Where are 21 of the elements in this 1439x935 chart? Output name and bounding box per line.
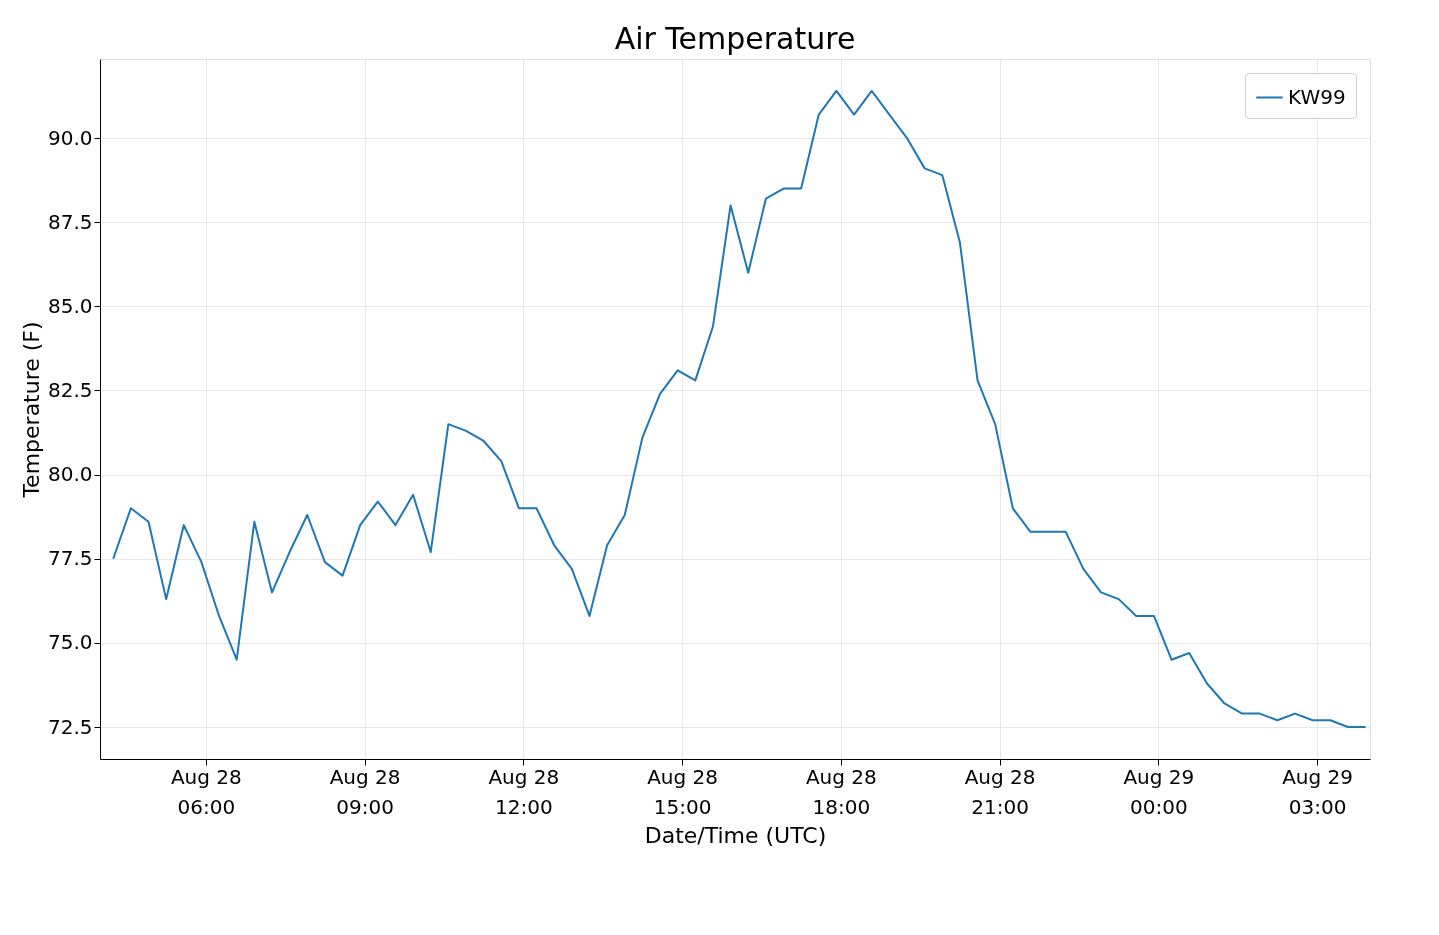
y-tick-label: 75.0 — [47, 630, 93, 655]
y-axis-title: Temperature (F) — [18, 321, 44, 499]
x-tick-label: Aug 28 21:00 — [964, 764, 1036, 819]
x-tick-label: Aug 28 18:00 — [805, 764, 877, 819]
chart-title: Air Temperature — [614, 21, 856, 56]
legend-label: KW99 — [1288, 84, 1346, 109]
line-series — [112, 89, 1367, 729]
y-tick-label: 80.0 — [47, 462, 93, 487]
y-tick-label: 72.5 — [47, 714, 93, 739]
y-tick-label: 82.5 — [47, 377, 93, 402]
y-tick-label: 87.5 — [47, 209, 93, 234]
y-tick-label: 90.0 — [47, 125, 93, 150]
x-tick-label: Aug 28 15:00 — [647, 764, 719, 819]
x-tick-label: Aug 29 03:00 — [1282, 764, 1354, 819]
x-tick-label: Aug 28 09:00 — [329, 764, 401, 819]
x-tick-label: Aug 29 00:00 — [1123, 764, 1195, 819]
x-axis-title: Date/Time (UTC) — [644, 822, 827, 848]
x-tick-label: Aug 28 06:00 — [170, 764, 242, 819]
y-tick-label: 85.0 — [47, 293, 93, 318]
x-tick-label: Aug 28 12:00 — [488, 764, 560, 819]
y-tick-label: 77.5 — [47, 546, 93, 571]
